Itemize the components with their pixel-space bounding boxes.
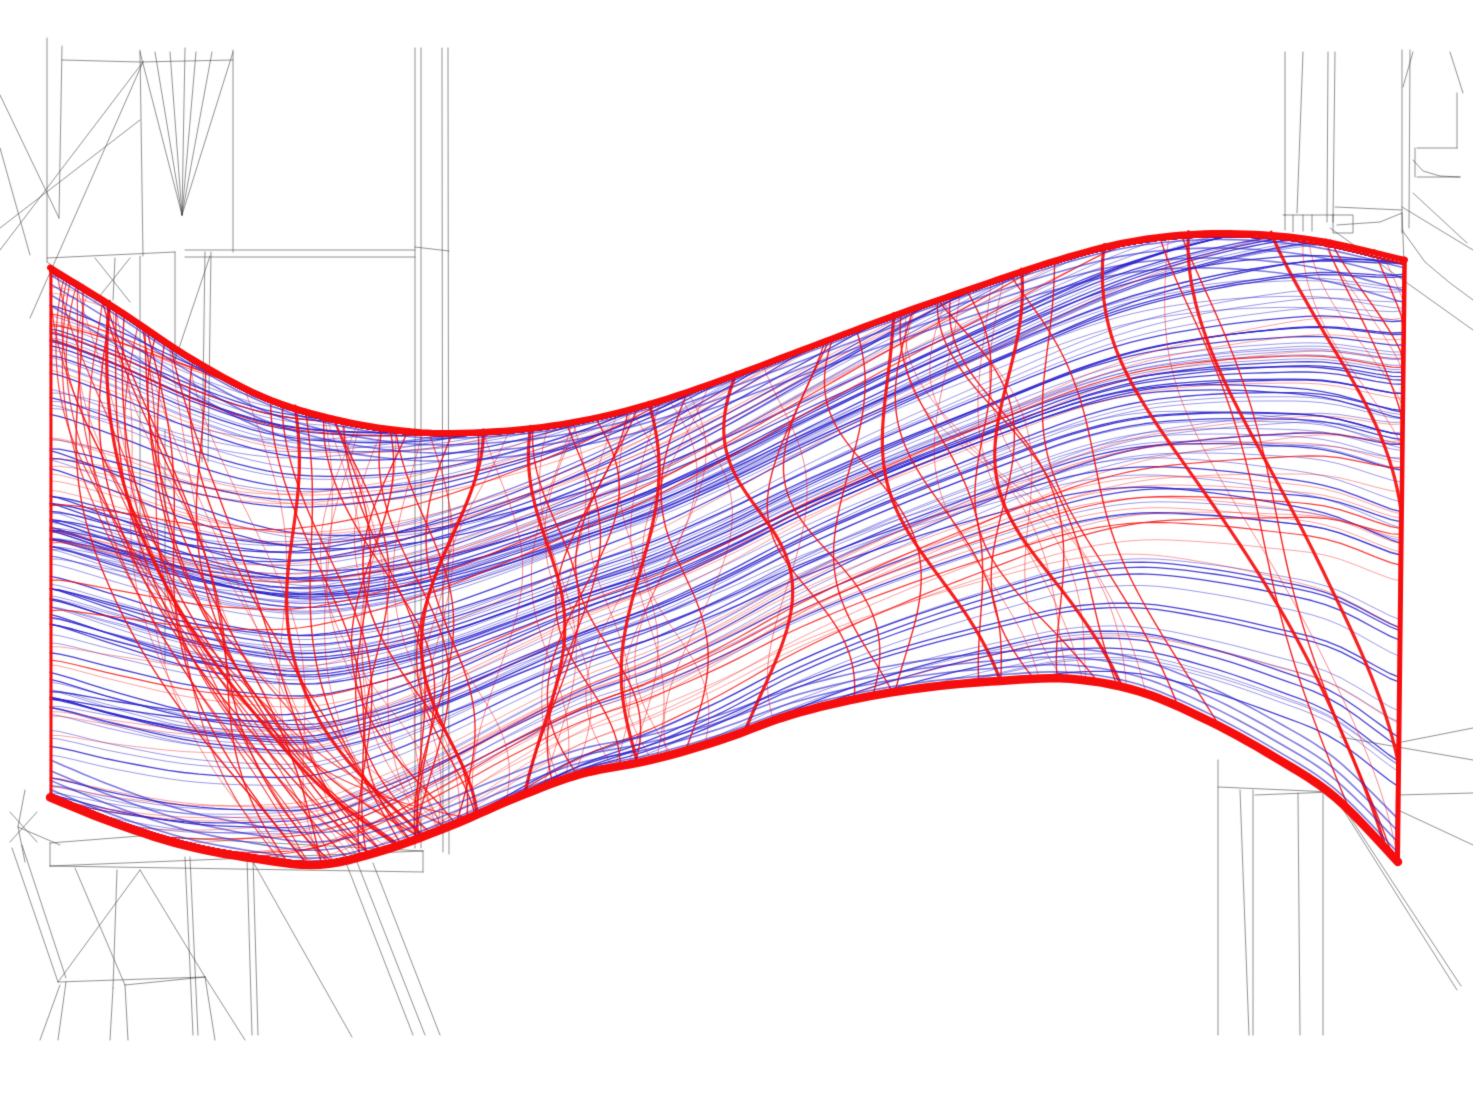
streamline-figure [0,0,1473,1100]
surface-streamline-canvas [0,0,1473,1100]
